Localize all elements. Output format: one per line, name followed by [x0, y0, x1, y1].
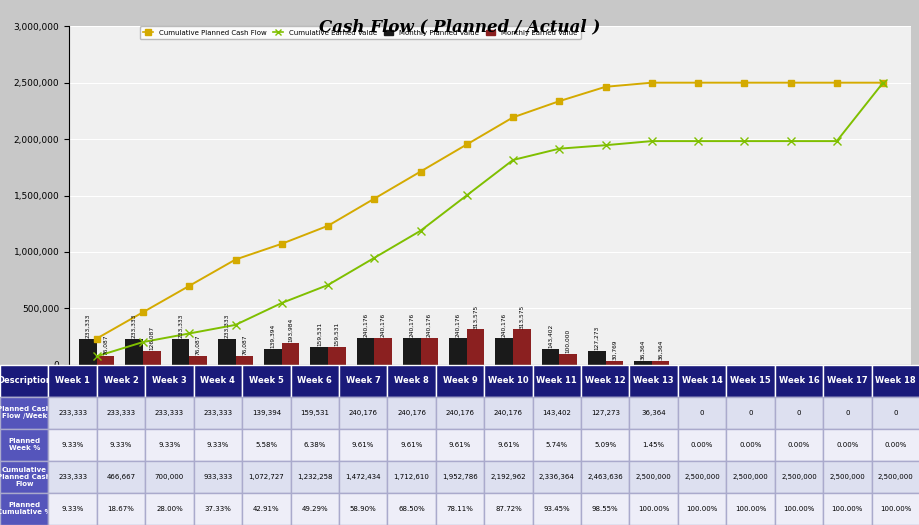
Bar — [172, 339, 189, 365]
Text: 240,176: 240,176 — [426, 313, 431, 337]
Text: 100,000: 100,000 — [565, 329, 570, 353]
Bar — [310, 347, 328, 365]
Bar — [605, 361, 622, 365]
Text: 36,364: 36,364 — [657, 340, 663, 360]
Bar — [264, 349, 281, 365]
Text: 126,087: 126,087 — [149, 326, 154, 350]
Bar — [495, 338, 513, 365]
Text: 240,176: 240,176 — [409, 313, 414, 337]
Bar — [189, 356, 207, 365]
Text: 76,087: 76,087 — [196, 335, 200, 355]
Text: 233,333: 233,333 — [224, 313, 229, 338]
Bar — [403, 338, 420, 365]
Bar — [651, 361, 669, 365]
Text: 159,531: 159,531 — [316, 322, 322, 346]
Text: 76,087: 76,087 — [103, 335, 108, 355]
Legend: Cumulative Planned Cash Flow, Cumulative Earned Value, Monthly Planned Value, Mo: Cumulative Planned Cash Flow, Cumulative… — [140, 26, 580, 39]
Bar — [357, 338, 374, 365]
Bar — [328, 347, 346, 365]
Bar — [559, 354, 576, 365]
Bar — [587, 351, 605, 365]
Bar — [466, 330, 483, 365]
Bar — [281, 343, 299, 365]
Text: 143,402: 143,402 — [548, 323, 552, 348]
Text: 139,394: 139,394 — [270, 324, 275, 348]
Bar — [448, 338, 466, 365]
Bar — [513, 330, 530, 365]
Bar — [125, 339, 142, 365]
Bar — [541, 349, 559, 365]
Text: 127,273: 127,273 — [594, 326, 598, 350]
Text: 233,333: 233,333 — [131, 313, 137, 338]
Text: 36,364: 36,364 — [640, 340, 645, 360]
Bar — [633, 361, 651, 365]
Bar — [218, 339, 235, 365]
Bar — [235, 356, 253, 365]
Bar — [374, 338, 391, 365]
Text: 313,575: 313,575 — [472, 304, 478, 329]
Text: 240,176: 240,176 — [363, 313, 368, 337]
Text: Cash Flow ( Planned / Actual ): Cash Flow ( Planned / Actual ) — [319, 18, 600, 35]
Bar — [79, 339, 96, 365]
Text: 30,769: 30,769 — [611, 340, 616, 361]
Text: 159,531: 159,531 — [334, 322, 339, 346]
Text: 240,176: 240,176 — [501, 313, 506, 337]
Bar — [96, 356, 114, 365]
Text: 240,176: 240,176 — [380, 313, 385, 337]
Text: 193,984: 193,984 — [288, 318, 293, 342]
Bar — [420, 338, 437, 365]
Text: 233,333: 233,333 — [177, 313, 183, 338]
Text: 313,575: 313,575 — [518, 304, 524, 329]
Text: 240,176: 240,176 — [455, 313, 460, 337]
Text: 76,087: 76,087 — [242, 335, 246, 355]
Text: 233,333: 233,333 — [85, 313, 90, 338]
Bar — [142, 351, 161, 365]
